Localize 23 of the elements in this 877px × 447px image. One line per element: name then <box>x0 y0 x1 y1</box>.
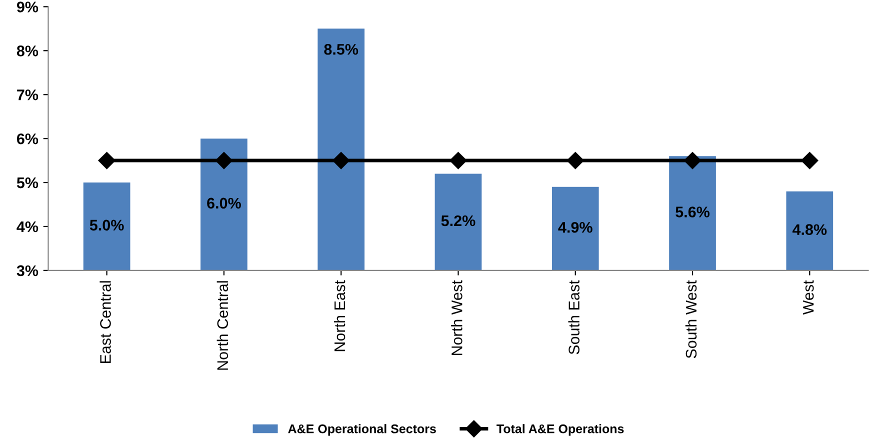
data-label: 5.0% <box>90 220 124 231</box>
y-tick-label: 4% <box>16 221 38 232</box>
x-tick-label: North West <box>451 280 462 356</box>
data-label: 4.8% <box>792 224 827 235</box>
x-tick-label: North Central <box>216 281 228 370</box>
data-label: 8.5% <box>324 44 358 55</box>
x-tick-label: North East <box>334 280 346 352</box>
x-tick-label: South East <box>568 280 580 354</box>
legend-label: A&E Operational Sectors <box>288 424 436 436</box>
data-label: 6.0% <box>207 198 241 209</box>
y-tick-label: 6% <box>16 133 38 144</box>
data-label: 4.9% <box>558 222 592 233</box>
legend-label: Total A&E Operations <box>496 424 624 436</box>
x-tick-label: West <box>803 280 814 315</box>
y-tick-label: 5% <box>16 177 38 188</box>
y-tick-label: 7% <box>17 90 38 100</box>
y-tick-label: 8% <box>16 46 38 56</box>
x-tick-label: East Central <box>100 281 111 363</box>
y-tick-label: 9% <box>16 2 38 12</box>
y-tick-label: 3% <box>16 265 38 276</box>
x-tick-label: South West <box>685 280 697 358</box>
data-label: 5.6% <box>676 206 710 218</box>
data-label: 5.2% <box>441 215 476 226</box>
